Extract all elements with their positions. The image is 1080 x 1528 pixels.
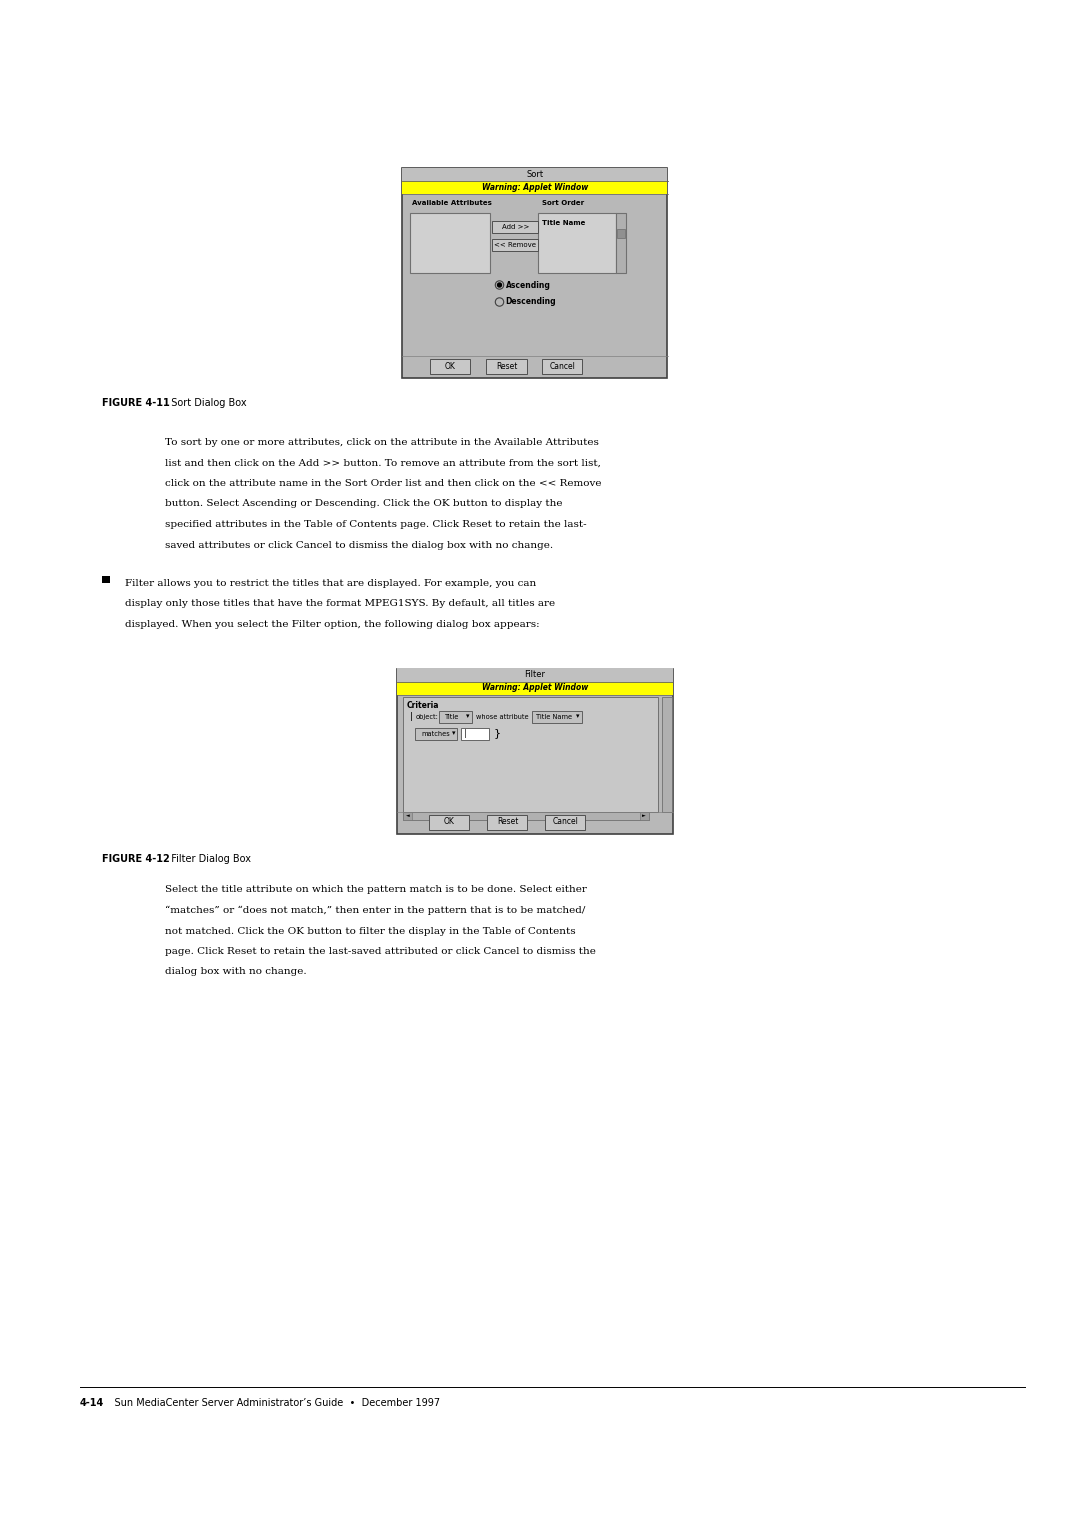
Bar: [662, 697, 672, 811]
Bar: [617, 229, 624, 238]
Text: Cancel: Cancel: [553, 817, 579, 827]
Text: |: |: [463, 729, 468, 738]
Text: dialog box with no change.: dialog box with no change.: [165, 967, 307, 976]
Bar: [404, 811, 648, 819]
Bar: [545, 814, 585, 830]
Bar: [616, 212, 625, 274]
Text: Filter Dialog Box: Filter Dialog Box: [165, 854, 251, 863]
Text: matches: matches: [421, 730, 450, 736]
Text: Title: Title: [445, 714, 459, 720]
Text: not matched. Click the OK button to filter the display in the Table of Contents: not matched. Click the OK button to filt…: [165, 926, 576, 935]
Bar: [431, 359, 471, 374]
Bar: [403, 168, 667, 180]
Text: ▾: ▾: [576, 714, 579, 720]
Text: Sort: Sort: [526, 170, 543, 179]
Bar: [542, 359, 582, 374]
Text: Sort Order: Sort Order: [542, 200, 584, 206]
Bar: [538, 212, 616, 274]
Bar: [404, 811, 413, 819]
Text: Title Name: Title Name: [541, 220, 585, 226]
Bar: [403, 168, 667, 377]
Bar: [531, 711, 581, 723]
Text: page. Click Reset to retain the last-saved attributed or click Cancel to dismiss: page. Click Reset to retain the last-sav…: [165, 947, 596, 957]
Text: Reset: Reset: [497, 817, 518, 827]
Text: ▾: ▾: [465, 714, 469, 720]
Text: Reset: Reset: [496, 362, 517, 371]
Bar: [397, 669, 673, 833]
Text: FIGURE 4-12: FIGURE 4-12: [102, 854, 170, 863]
Text: Select the title attribute on which the pattern match is to be done. Select eith: Select the title attribute on which the …: [165, 886, 586, 894]
Text: Filter allows you to restrict the titles that are displayed. For example, you ca: Filter allows you to restrict the titles…: [125, 579, 537, 588]
Text: specified attributes in the Table of Contents page. Click Reset to retain the la: specified attributes in the Table of Con…: [165, 520, 586, 529]
Bar: [639, 811, 648, 819]
Text: click on the attribute name in the Sort Order list and then click on the << Remo: click on the attribute name in the Sort …: [165, 478, 602, 487]
Text: saved attributes or click Cancel to dismiss the dialog box with no change.: saved attributes or click Cancel to dism…: [165, 541, 553, 550]
Text: button. Select Ascending or Descending. Click the OK button to display the: button. Select Ascending or Descending. …: [165, 500, 563, 509]
Bar: [487, 814, 527, 830]
Text: “matches” or “does not match,” then enter in the pattern that is to be matched/: “matches” or “does not match,” then ente…: [165, 906, 585, 915]
Text: object:: object:: [416, 714, 438, 720]
Bar: [403, 180, 667, 194]
Text: Sort Dialog Box: Sort Dialog Box: [165, 397, 246, 408]
Text: Filter: Filter: [525, 671, 545, 680]
Bar: [397, 668, 673, 681]
Text: To sort by one or more attributes, click on the attribute in the Available Attri: To sort by one or more attributes, click…: [165, 439, 599, 448]
Bar: [492, 222, 539, 232]
Text: OK: OK: [444, 817, 455, 827]
Text: display only those titles that have the format MPEG1SYS. By default, all titles : display only those titles that have the …: [125, 599, 555, 608]
Bar: [102, 576, 109, 584]
Text: 4-14: 4-14: [80, 1398, 105, 1407]
Text: ◄: ◄: [406, 813, 410, 817]
Bar: [409, 212, 489, 274]
Text: Add >>: Add >>: [502, 225, 529, 231]
Bar: [486, 359, 527, 374]
Text: Title Name: Title Name: [536, 714, 571, 720]
Text: << Remove: << Remove: [495, 241, 537, 248]
Text: FIGURE 4-11: FIGURE 4-11: [102, 397, 170, 408]
Bar: [397, 681, 673, 695]
Text: whose attribute: whose attribute: [475, 714, 528, 720]
Text: Available Attributes: Available Attributes: [413, 200, 492, 206]
Text: ►: ►: [643, 813, 646, 817]
Text: Criteria: Criteria: [406, 700, 438, 709]
Bar: [440, 711, 472, 723]
Text: Sun MediaCenter Server Administrator’s Guide  •  December 1997: Sun MediaCenter Server Administrator’s G…: [102, 1398, 441, 1407]
Bar: [492, 238, 539, 251]
Text: Ascending: Ascending: [505, 281, 551, 289]
Text: ▾: ▾: [451, 730, 455, 736]
Bar: [416, 727, 458, 740]
Text: }: }: [494, 729, 501, 738]
Text: OK: OK: [445, 362, 456, 371]
Text: Warning: Applet Window: Warning: Applet Window: [482, 683, 589, 692]
Bar: [404, 697, 659, 811]
Bar: [430, 814, 470, 830]
Text: displayed. When you select the Filter option, the following dialog box appears:: displayed. When you select the Filter op…: [125, 620, 540, 630]
Text: list and then click on the Add >> button. To remove an attribute from the sort l: list and then click on the Add >> button…: [165, 458, 600, 468]
Text: Descending: Descending: [505, 298, 556, 307]
Text: Warning: Applet Window: Warning: Applet Window: [482, 183, 589, 193]
Text: |: |: [408, 712, 414, 721]
Bar: [461, 727, 489, 740]
Circle shape: [498, 283, 501, 287]
Text: Cancel: Cancel: [550, 362, 576, 371]
